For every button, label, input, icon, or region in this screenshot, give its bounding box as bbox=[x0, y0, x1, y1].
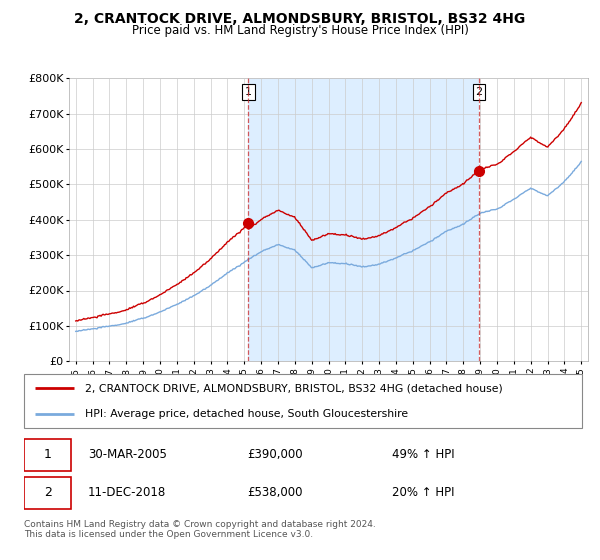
Text: 1: 1 bbox=[245, 87, 252, 97]
FancyBboxPatch shape bbox=[24, 439, 71, 471]
FancyBboxPatch shape bbox=[24, 477, 71, 508]
Text: 2: 2 bbox=[44, 486, 52, 500]
Text: 49% ↑ HPI: 49% ↑ HPI bbox=[392, 449, 455, 461]
Text: 1: 1 bbox=[44, 449, 52, 461]
Text: 2, CRANTOCK DRIVE, ALMONDSBURY, BRISTOL, BS32 4HG (detached house): 2, CRANTOCK DRIVE, ALMONDSBURY, BRISTOL,… bbox=[85, 384, 503, 393]
Text: 2: 2 bbox=[476, 87, 483, 97]
Bar bbox=[248, 78, 479, 361]
FancyBboxPatch shape bbox=[24, 374, 582, 428]
Text: £538,000: £538,000 bbox=[247, 486, 303, 500]
Text: 11-DEC-2018: 11-DEC-2018 bbox=[88, 486, 166, 500]
Text: 2, CRANTOCK DRIVE, ALMONDSBURY, BRISTOL, BS32 4HG: 2, CRANTOCK DRIVE, ALMONDSBURY, BRISTOL,… bbox=[74, 12, 526, 26]
Text: HPI: Average price, detached house, South Gloucestershire: HPI: Average price, detached house, Sout… bbox=[85, 409, 409, 418]
Text: Price paid vs. HM Land Registry's House Price Index (HPI): Price paid vs. HM Land Registry's House … bbox=[131, 24, 469, 36]
Text: Contains HM Land Registry data © Crown copyright and database right 2024.
This d: Contains HM Land Registry data © Crown c… bbox=[24, 520, 376, 539]
Text: 30-MAR-2005: 30-MAR-2005 bbox=[88, 449, 167, 461]
Text: 20% ↑ HPI: 20% ↑ HPI bbox=[392, 486, 455, 500]
Text: £390,000: £390,000 bbox=[247, 449, 303, 461]
